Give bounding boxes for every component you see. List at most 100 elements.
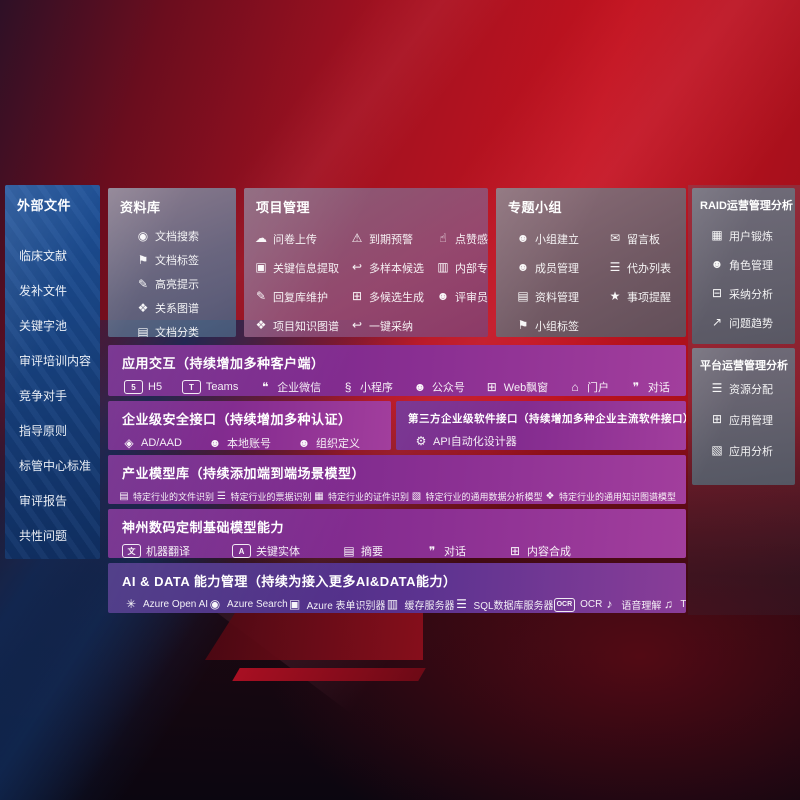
item-questionnaire-upload: ☁ 问卷上传 [254,224,350,253]
item-label: 共性问题 [19,529,68,543]
file-icon: ▤ [119,491,129,502]
item-label: 采纳分析 [729,288,773,301]
item-label: 特定行业的文件识别 [133,492,215,502]
item-machine-translation: 文 机器翻译 [122,543,190,558]
item-label: AD/AAD [141,437,182,449]
item-label: 文档搜索 [155,231,199,243]
item-label: Web飘窗 [503,382,549,394]
item-label: OCR [580,599,603,610]
official-account-icon: ☻ [413,379,427,394]
item-dialogue: ❞ 对话 [629,379,670,395]
item-issue-trend: ↗ 问题趋势 [692,308,795,337]
item-file-recognition: ▤ 特定行业的文件识别 [118,490,214,503]
item-label: 指导原则 [19,424,68,438]
item-reminder: ★ 事项提醒 [608,282,682,311]
item-label: 本地账号 [226,438,271,450]
item-role-mgmt: ☻ 角色管理 [692,250,795,279]
doc-search-icon: ◉ [137,228,149,243]
item-material-mgmt: ▤ 资料管理 [516,282,608,311]
item-app-mgmt: ⊞ 应用管理 [692,404,795,435]
item-azure-openai: ✳ Azure Open AI [124,598,208,611]
web-window-icon: ⊞ [486,379,497,394]
item-todo-list: ☰ 代办列表 [608,253,682,282]
item-invoice-recognition: ☰ 特定行业的票据识别 [215,490,312,503]
dialogue-icon: ❞ [632,379,640,394]
item-portal: ⌂ 门户 [568,379,609,395]
row-digital-china-base-models: 神州数码定制基础模型能力 文 机器翻译 A 关键实体 ▤ 摘要 [108,509,686,558]
item-label: 特定行业的通用数据分析模型 [425,492,543,502]
azure-search-icon: ◉ [209,597,221,611]
item-member-mgmt: ☻ 成员管理 [516,253,608,282]
item-due-warning: ⚠ 到期预警 [350,224,436,253]
chart-icon: ▧ [411,491,422,502]
group-icon: ☻ [516,231,530,245]
item-relation-graph: ❖ 关系图谱 [108,296,236,320]
item-content-compose: ⊞ 内容合成 [508,543,571,558]
member-icon: ☻ [516,260,530,274]
item-label: 摘要 [361,546,383,558]
panel-project-management: 项目管理 ☁ 问卷上传 ⚠ 到期预警 ☝ 点赞感谢 ▣ [244,188,488,337]
sidebar-item-review-training: 审评培训内容 [5,343,100,378]
item-org-define: ☻ 组织定义 [297,435,360,450]
item-reply-lib-maintain: ✎ 回复库维护 [254,282,350,311]
data-library-list: ◉ 文档搜索 ⚑ 文档标签 ✎ 高亮提示 ❖ 关系图谱 [108,224,236,337]
item-label: 留言板 [627,233,660,246]
panel-external-files: 外部文件 临床文献 发补文件 关键字池 审评培训内容 [5,185,100,559]
panel-platform-analysis: 平台运营管理分析 ☰ 资源分配 ⊞ 应用管理 ▧ 应用分析 [692,348,795,485]
panel-raid-analysis: RAID运营管理分析 ▦ 用户锻炼 ☻ 角色管理 ⊟ 采纳分析 [692,188,795,344]
item-data-analysis-model: ▧ 特定行业的通用数据分析模型 [410,490,543,503]
cache-server-icon: ▥ [386,597,399,611]
portal-icon: ⌂ [571,379,579,394]
item-doc-tags: ⚑ 文档标签 [108,248,236,272]
doc-classify-icon: ▤ [137,324,149,337]
item-official-account: ☻ 公众号 [413,379,465,395]
item-label: 高亮提示 [155,279,199,291]
item-label: 问卷上传 [273,233,317,246]
item-label: SQL数据库服务器 [473,601,554,612]
item-label: 内部专家排名 [455,262,488,275]
item-resource-alloc: ☰ 资源分配 [692,373,795,404]
row-title: 神州数码定制基础模型能力 [122,520,285,535]
tag-icon: ⚑ [137,252,149,267]
item-label: Teams [205,381,239,393]
tts-icon: ♫ [663,597,673,611]
item-highlight: ✎ 高亮提示 [108,272,236,296]
item-reviewer-profile: ☻ 评审员画像 [436,282,488,311]
relation-graph-icon: ❖ [137,300,149,315]
item-api-designer: ⚙ API自动化设计器 [414,433,517,449]
list-icon: ☰ [711,381,723,395]
knowledge-graph-icon: ❖ [545,491,555,502]
sidebar-item-standards-center: 标管中心标准 [5,448,100,483]
item-label: 门户 [587,382,610,394]
panel-title: 资料库 [120,200,161,215]
project-management-grid: ☁ 问卷上传 ⚠ 到期预警 ☝ 点赞感谢 ▣ 关键信息提取 [244,216,488,337]
item-azure-search: ◉ Azure Search [208,598,288,611]
item-label: 代办列表 [627,262,671,275]
item-label: 角色管理 [729,259,773,272]
item-doc-classify: ▤ 文档分类 [108,320,236,337]
item-label: 问题趋势 [729,317,773,330]
panel-title: 平台运营管理分析 [700,360,788,372]
form-recognizer-icon: ▣ [288,597,301,611]
item-label: 点赞感谢 [455,233,488,246]
item-label: 文档标签 [155,255,199,267]
item-label: 组织定义 [315,438,360,450]
reply-arrow-icon: ↩ [351,260,363,274]
item-label: 多样本候选 [369,262,424,275]
puzzle-icon: ⊞ [351,289,363,303]
item-label: 竞争对手 [19,389,68,403]
item-label: Azure Open AI [143,599,209,610]
item-key-entity: A 关键实体 [232,543,300,558]
item-multi-candidate-gen: ⊞ 多候选生成 [350,282,436,311]
pencil-icon: ✎ [255,289,267,303]
item-label: 对话 [444,546,466,558]
security-items: ◈ AD/AAD ☻ 本地账号 ☻ 组织定义 [108,428,391,450]
panel-data-library: 资料库 ◉ 文档搜索 ⚑ 文档标签 ✎ 高亮提示 ❖ [108,188,236,337]
item-chat: ❞ 对话 [425,543,466,558]
item-label: 企业微信 [277,382,322,394]
chat-bubble-icon: ❞ [428,543,436,558]
app-interaction-items: 5 H5 T Teams ❝ 企业微信 § 小程序 [108,372,686,395]
item-one-click-adopt: ↩ 一键采纳 [350,311,436,337]
item-app-analysis: ▧ 应用分析 [692,435,795,466]
raid-list: ▦ 用户锻炼 ☻ 角色管理 ⊟ 采纳分析 ↗ 问题趋势 [692,221,795,337]
